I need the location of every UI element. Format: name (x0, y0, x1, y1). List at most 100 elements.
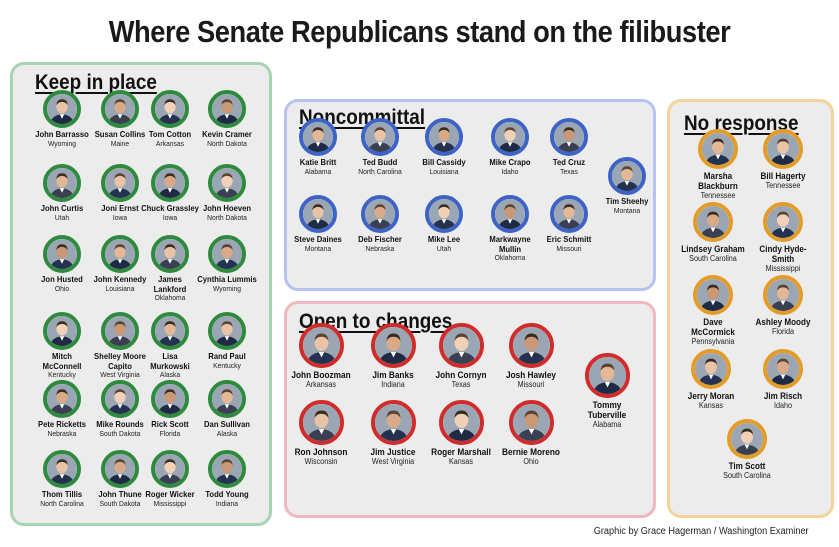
senator-state: West Virginia (100, 370, 140, 379)
senator-portrait (763, 275, 803, 315)
senator-josh-hawley: Josh Hawley Missouri (495, 322, 567, 389)
senator-roger-marshall: Roger Marshall Kansas (425, 399, 497, 466)
senator-portrait (151, 164, 189, 202)
senator-name: Steve Daines (294, 234, 342, 244)
senator-portrait (208, 235, 246, 273)
senator-state: Tennessee (765, 181, 801, 190)
senator-name: Roger Wicker (145, 489, 195, 499)
senator-portrait (763, 129, 803, 169)
senator-portrait (208, 450, 246, 488)
senator-name: Rand Paul (208, 351, 246, 361)
senator-portrait (101, 90, 139, 128)
senator-name: Deb Fischer (358, 234, 402, 244)
senator-ted-budd: Ted Budd North Carolina (344, 118, 416, 176)
senator-name: Dave McCormick (691, 317, 735, 337)
senator-john-thune: John Thune South Dakota (84, 450, 156, 508)
senator-pete-ricketts: Pete Ricketts Nebraska (26, 380, 98, 438)
senator-rand-paul: Rand Paul Kentucky (191, 312, 263, 370)
senator-name: Tim Sheehy (605, 196, 649, 206)
senator-name: Shelley Moore Capito (94, 351, 146, 371)
senator-john-kennedy: John Kennedy Louisiana (84, 235, 156, 293)
senator-bill-cassidy: Bill Cassidy Louisiana (408, 118, 480, 176)
senator-state: Mississippi (153, 498, 187, 508)
senator-portrait (208, 380, 246, 418)
senator-state: Alaska (159, 370, 181, 379)
senator-tim-scott: Tim Scott South Carolina (711, 419, 783, 480)
senator-portrait (491, 195, 529, 233)
senator-portrait (101, 164, 139, 202)
open-to-changes-heading: Open to changes (299, 310, 453, 333)
senator-jim-risch: Jim Risch Idaho (747, 349, 819, 410)
senator-markwayne-mullin: Markwayne Mullin Oklahoma (474, 195, 546, 263)
senator-state: Iowa (162, 212, 178, 222)
senator-name: Bill Cassidy (422, 157, 466, 167)
senator-portrait (727, 419, 767, 459)
senator-name: Marsha Blackburn (698, 171, 738, 191)
senator-james-lankford: James Lankford Oklahoma (134, 235, 206, 303)
senator-state: Wyoming (212, 283, 242, 293)
senator-susan-collins: Susan Collins Maine (84, 90, 156, 148)
senator-portrait (43, 312, 81, 350)
senator-state: Texas (451, 379, 471, 389)
senator-state: Tennessee (700, 191, 736, 200)
senator-portrait (208, 164, 246, 202)
senator-name: Mike Crapo (489, 157, 531, 167)
senator-name: Mitch McConnell (42, 351, 82, 371)
senator-portrait (299, 195, 337, 233)
senator-name: Jerry Moran (687, 391, 735, 401)
senator-john-barrasso: John Barrasso Wyoming (26, 90, 98, 148)
senator-state: Indiana (381, 379, 405, 389)
senator-portrait (298, 322, 344, 368)
senator-state: Arkansas (155, 138, 185, 148)
senator-bernie-moreno: Bernie Moreno Ohio (495, 399, 567, 466)
senator-name: Chuck Grassley (141, 203, 199, 213)
senator-bill-hagerty: Bill Hagerty Tennessee (747, 129, 819, 190)
senator-portrait (43, 380, 81, 418)
senator-state: Utah (436, 243, 452, 253)
senator-portrait (43, 450, 81, 488)
senator-name: Jon Husted (41, 274, 83, 284)
senator-name: John Cornyn (435, 369, 487, 380)
senator-state: Oklahoma (154, 293, 186, 302)
senator-portrait (299, 118, 337, 156)
senator-state: Louisiana (429, 166, 459, 176)
senator-name: James Lankford (153, 274, 187, 294)
senator-dan-sullivan: Dan Sullivan Alaska (191, 380, 263, 438)
senator-name: Ron Johnson (294, 446, 348, 457)
senator-state: Missouri (556, 243, 582, 253)
senator-name: Kevin Cramer (202, 129, 252, 139)
senator-mike-crapo: Mike Crapo Idaho (474, 118, 546, 176)
senator-name: Eric Schmitt (546, 234, 592, 244)
senator-portrait (693, 202, 733, 242)
senator-portrait (550, 118, 588, 156)
senator-ted-cruz: Ted Cruz Texas (533, 118, 605, 176)
senator-state: Nebraska (365, 243, 395, 253)
senator-name: Dan Sullivan (204, 419, 250, 429)
senator-name: Thom Tillis (41, 489, 83, 499)
senator-portrait (151, 450, 189, 488)
senator-kevin-cramer: Kevin Cramer North Dakota (191, 90, 263, 148)
senator-state: Alabama (592, 419, 622, 429)
senator-mitch-mcconnell: Mitch McConnell Kentucky (26, 312, 98, 380)
senator-portrait (763, 349, 803, 389)
senator-state: North Carolina (358, 166, 402, 176)
senator-portrait (151, 380, 189, 418)
senator-state: Kentucky (213, 360, 241, 370)
senator-state: Wisconsin (304, 456, 338, 466)
senator-eric-schmitt: Eric Schmitt Missouri (533, 195, 605, 253)
senator-state: Ohio (54, 283, 70, 293)
senator-name: Susan Collins (94, 129, 146, 139)
senator-portrait (43, 164, 81, 202)
senator-state: North Dakota (207, 138, 247, 148)
senator-portrait (550, 195, 588, 233)
senator-portrait (151, 312, 189, 350)
graphic-credit: Graphic by Grace Hagerman / Washington E… (594, 526, 809, 537)
senator-jerry-moran: Jerry Moran Kansas (675, 349, 747, 410)
senator-name: Katie Britt (299, 157, 337, 167)
senator-state: Florida (771, 327, 794, 336)
senator-name: Cindy Hyde-Smith (759, 244, 807, 264)
senator-state: Indiana (215, 498, 239, 508)
senator-portrait (438, 399, 484, 445)
senator-tom-cotton: Tom Cotton Arkansas (134, 90, 206, 148)
noncommittal-panel: Noncommittal (284, 99, 656, 291)
